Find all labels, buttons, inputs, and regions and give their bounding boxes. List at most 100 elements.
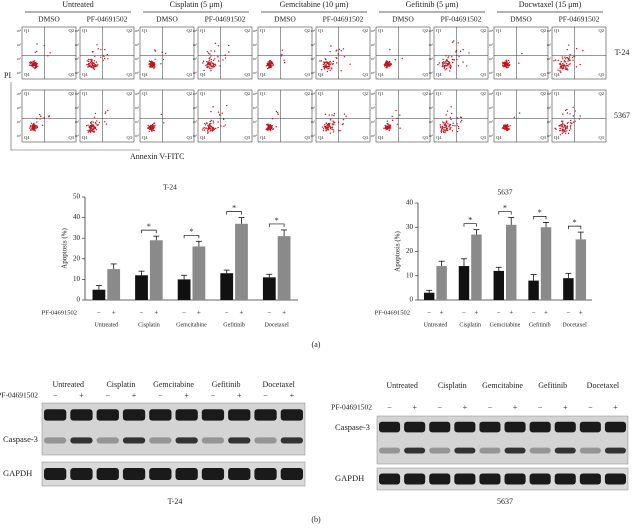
event-dot (330, 62, 332, 64)
event-dot (450, 118, 452, 121)
event-dot (89, 125, 92, 128)
axis-tick: 10² (252, 57, 257, 61)
quadrant-label: Q2 (363, 91, 369, 96)
event-dot (455, 54, 458, 57)
event-dot (574, 110, 576, 112)
bar (575, 239, 587, 300)
event-dot (268, 126, 270, 129)
condition-header: DMSO (274, 15, 296, 24)
event-dot (90, 66, 92, 68)
event-dot (218, 114, 221, 116)
blot-band (70, 409, 93, 421)
event-dot (385, 66, 387, 68)
y-tick-label: 0 (410, 296, 414, 304)
quadrant-label: Q2 (481, 91, 487, 96)
treatment-header: Gefitinib (5 μm) (406, 0, 459, 9)
axis-tick: 10³ (192, 43, 197, 47)
event-dot (228, 51, 230, 53)
event-dot (96, 65, 98, 67)
event-dot (453, 40, 455, 42)
event-dot (275, 126, 277, 128)
event-dot (217, 121, 219, 123)
blot-band (44, 468, 67, 480)
quadrant-label: Q2 (423, 28, 429, 33)
event-dot (443, 131, 445, 134)
blot-sign: − (437, 403, 442, 412)
event-dot (559, 62, 562, 64)
event-dot (277, 113, 279, 115)
event-dot (460, 116, 463, 119)
blot-band (404, 447, 426, 454)
quadrant-label: Q3 (363, 72, 369, 77)
event-dot (440, 130, 442, 132)
quadrant-label: Q1 (260, 28, 266, 33)
significance-mark: * (190, 227, 194, 236)
event-dot (503, 128, 506, 130)
event-dot (385, 62, 388, 64)
event-dot (265, 128, 267, 130)
axis-tick: 10¹ (546, 134, 551, 138)
blot-band (96, 437, 119, 444)
event-dot (466, 65, 468, 67)
event-dot (456, 130, 459, 133)
event-dot (457, 65, 460, 67)
event-dot (563, 129, 565, 132)
blot-sign: − (105, 391, 110, 400)
event-dot (327, 62, 330, 64)
event-dot (503, 126, 506, 128)
event-dot (268, 125, 270, 128)
event-dot (457, 127, 460, 130)
event-dot (401, 57, 403, 60)
series-sign: − (532, 309, 536, 317)
event-dot (518, 112, 521, 114)
event-dot (507, 59, 510, 62)
event-dot (39, 118, 41, 120)
event-dot (439, 124, 442, 126)
event-dot (449, 128, 451, 131)
event-dot (342, 123, 344, 125)
significance-mark: * (573, 218, 577, 227)
event-dot (89, 130, 92, 132)
event-dot (554, 127, 556, 130)
event-dot (441, 61, 444, 64)
axis-tick: 10³ (192, 106, 197, 110)
event-dot (92, 66, 95, 68)
axis-tick: 10³ (74, 106, 79, 110)
event-dot (569, 113, 571, 115)
condition-header: PF-04691502 (559, 15, 600, 24)
significance-bracket (268, 223, 285, 227)
event-dot (270, 127, 272, 130)
axis-tick: 10³ (74, 43, 79, 47)
axis-tick: 10⁴ (134, 29, 140, 33)
event-dot (333, 121, 335, 123)
event-dot (442, 130, 444, 132)
axis-tick: 10¹ (310, 71, 315, 75)
event-dot (210, 62, 212, 64)
blot-column-label: Cisplatin (106, 380, 135, 389)
axis-tick: 10¹ (428, 71, 433, 75)
event-dot (384, 64, 386, 67)
axis-tick: 10² (546, 57, 551, 61)
series-sign: + (282, 309, 286, 317)
event-dot (214, 42, 217, 45)
event-dot (440, 126, 442, 129)
blot-band (96, 468, 119, 480)
event-dot (202, 127, 204, 129)
significance-bracket (568, 225, 582, 230)
blot-band (122, 468, 146, 480)
row-label: PF-04691502 (375, 309, 410, 316)
quadrant-label: Q2 (245, 28, 251, 33)
series-sign: + (154, 309, 158, 317)
quadrant-label: Q1 (496, 91, 502, 96)
axis-tick: 10⁴ (428, 92, 434, 96)
event-dot (560, 66, 562, 69)
event-dot (443, 129, 446, 132)
event-dot (560, 120, 563, 123)
blot-band (70, 437, 93, 444)
event-dot (564, 128, 567, 130)
axis-tick: 10² (310, 57, 315, 61)
quadrant-label: Q1 (200, 91, 206, 96)
axis-tick: 10¹ (134, 71, 139, 75)
axis-tick: 10¹ (370, 134, 375, 138)
event-dot (566, 48, 568, 51)
